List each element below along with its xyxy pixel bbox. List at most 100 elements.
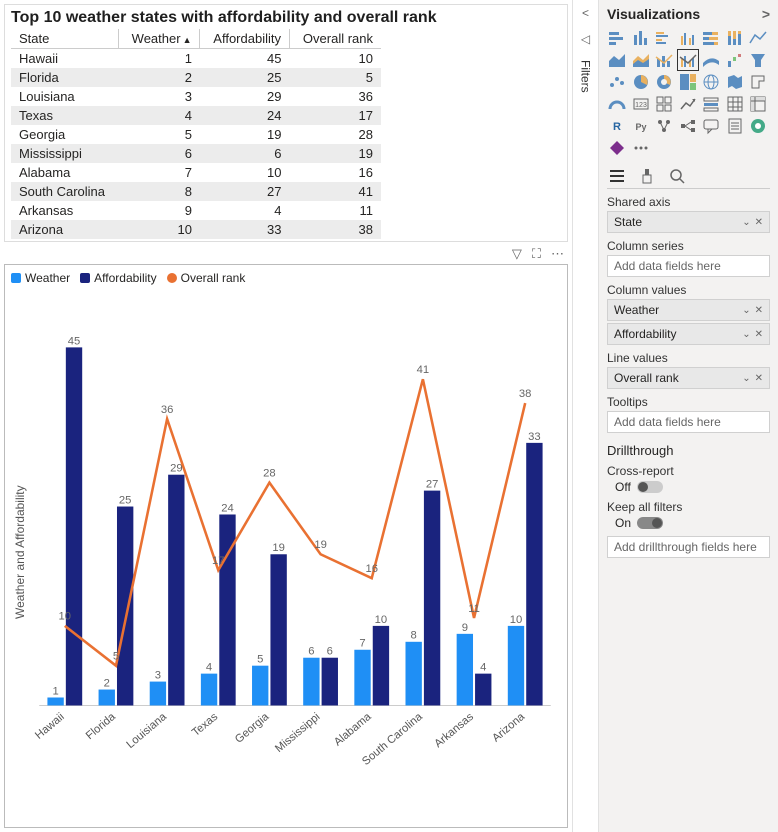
field-format-tabs <box>607 164 770 189</box>
pie-icon[interactable] <box>631 72 651 92</box>
keep-filters-label: Keep all filters <box>607 500 770 514</box>
table-row[interactable]: Mississippi6619 <box>11 144 381 163</box>
table-row[interactable]: Alabama71016 <box>11 163 381 182</box>
clustered-bar-icon[interactable] <box>654 28 674 48</box>
filled-map-icon[interactable] <box>725 72 745 92</box>
column-values-well-affordability[interactable]: Affordability ⌄✕ <box>607 323 770 345</box>
scatter-icon[interactable] <box>607 72 627 92</box>
paginated-icon[interactable] <box>725 116 745 136</box>
svg-text:10: 10 <box>510 614 523 626</box>
arcgis-icon[interactable] <box>748 116 768 136</box>
svg-text:19: 19 <box>314 539 327 551</box>
sort-asc-icon: ▲ <box>183 35 192 45</box>
svg-text:10: 10 <box>375 614 388 626</box>
legend-overall[interactable]: Overall rank <box>167 271 246 285</box>
col-overall[interactable]: Overall rank <box>289 29 381 49</box>
filter-icon[interactable]: ▽ <box>512 246 522 262</box>
table-row[interactable]: Arkansas9411 <box>11 201 381 220</box>
line-stacked-column-icon[interactable] <box>654 50 674 70</box>
table-row[interactable]: Arizona103338 <box>11 220 381 239</box>
clustered-column-icon[interactable] <box>678 28 698 48</box>
svg-text:Mississippi: Mississippi <box>273 711 322 755</box>
expand-panel-icon[interactable]: > <box>762 6 770 22</box>
remove-icon[interactable]: ✕ <box>755 329 763 340</box>
slicer-icon[interactable] <box>701 94 721 114</box>
remove-icon[interactable]: ✕ <box>755 373 763 384</box>
chevron-down-icon[interactable]: ⌄ <box>742 329 750 340</box>
line-clustered-column-icon[interactable] <box>678 50 698 70</box>
svg-text:5: 5 <box>113 651 119 663</box>
table-row[interactable]: Texas42417 <box>11 106 381 125</box>
col-weather[interactable]: Weather▲ <box>119 29 200 49</box>
python-visual-icon[interactable]: Py <box>631 116 651 136</box>
matrix-icon[interactable] <box>748 94 768 114</box>
chevron-down-icon[interactable]: ⌄ <box>742 305 750 316</box>
line-values-well[interactable]: Overall rank ⌄✕ <box>607 367 770 389</box>
svg-text:R: R <box>613 121 621 133</box>
table-icon[interactable] <box>725 94 745 114</box>
legend-weather[interactable]: Weather <box>11 271 70 285</box>
table-row[interactable]: Hawaii14510 <box>11 49 381 69</box>
stacked-column-icon[interactable] <box>631 28 651 48</box>
table-row[interactable]: Georgia51928 <box>11 125 381 144</box>
map-icon[interactable] <box>701 72 721 92</box>
ribbon-icon[interactable] <box>701 50 721 70</box>
decomposition-icon[interactable] <box>678 116 698 136</box>
funnel-icon[interactable] <box>748 50 768 70</box>
svg-text:11: 11 <box>468 603 480 615</box>
table-row[interactable]: Louisiana32936 <box>11 87 381 106</box>
filters-collapse-icon[interactable]: ◁ <box>581 32 590 46</box>
table-visual[interactable]: Top 10 weather states with affordability… <box>4 4 568 242</box>
stacked-area-icon[interactable] <box>631 50 651 70</box>
filters-label[interactable]: Filters <box>579 60 593 93</box>
fields-tab-icon[interactable] <box>609 168 625 184</box>
collapse-panels-icon[interactable]: < <box>582 6 589 20</box>
remove-icon[interactable]: ✕ <box>755 217 763 228</box>
drillthrough-title: Drillthrough <box>607 443 770 458</box>
svg-text:41: 41 <box>417 364 430 376</box>
treemap-icon[interactable] <box>678 72 698 92</box>
tooltips-well[interactable]: Add data fields here <box>607 411 770 433</box>
stacked100-bar-icon[interactable] <box>701 28 721 48</box>
legend-affordability[interactable]: Affordability <box>80 271 156 285</box>
keep-filters-toggle[interactable] <box>637 517 663 529</box>
cross-report-toggle[interactable] <box>637 481 663 493</box>
chevron-down-icon[interactable]: ⌄ <box>742 217 750 228</box>
panel-title: Visualizations <box>607 6 700 22</box>
r-visual-icon[interactable]: R <box>607 116 627 136</box>
line-icon[interactable] <box>748 28 768 48</box>
col-state[interactable]: State <box>11 29 119 49</box>
kpi-icon[interactable] <box>678 94 698 114</box>
col-affordability[interactable]: Affordability <box>200 29 290 49</box>
donut-icon[interactable] <box>654 72 674 92</box>
analytics-tab-icon[interactable] <box>669 168 685 184</box>
focus-icon[interactable]: ⛶ <box>532 246 541 262</box>
gauge-icon[interactable] <box>607 94 627 114</box>
stacked-bar-icon[interactable] <box>607 28 627 48</box>
qa-visual-icon[interactable] <box>701 116 721 136</box>
powerapps-icon[interactable] <box>607 138 627 158</box>
chevron-down-icon[interactable]: ⌄ <box>742 373 750 384</box>
shared-axis-well[interactable]: State ⌄✕ <box>607 211 770 233</box>
shape-map-icon[interactable] <box>748 72 768 92</box>
format-tab-icon[interactable] <box>639 168 655 184</box>
table-row[interactable]: Florida2255 <box>11 68 381 87</box>
column-values-well-weather[interactable]: Weather ⌄✕ <box>607 299 770 321</box>
more-icon[interactable]: ⋯ <box>551 246 564 262</box>
column-series-well[interactable]: Add data fields here <box>607 255 770 277</box>
area-icon[interactable] <box>607 50 627 70</box>
stacked100-column-icon[interactable] <box>725 28 745 48</box>
remove-icon[interactable]: ✕ <box>755 305 763 316</box>
table-row[interactable]: South Carolina82741 <box>11 182 381 201</box>
drillthrough-well[interactable]: Add drillthrough fields here <box>607 536 770 558</box>
svg-text:25: 25 <box>119 494 132 506</box>
more-visuals-icon[interactable] <box>631 138 651 158</box>
card-icon[interactable]: 123 <box>631 94 651 114</box>
combo-chart-visual[interactable]: Weather Affordability Overall rank Weath… <box>4 264 568 828</box>
svg-text:Arizona: Arizona <box>490 710 528 744</box>
collapse-strip: < ◁ Filters <box>572 0 598 832</box>
svg-text:33: 33 <box>528 431 541 443</box>
multi-card-icon[interactable] <box>654 94 674 114</box>
waterfall-icon[interactable] <box>725 50 745 70</box>
key-influencers-icon[interactable] <box>654 116 674 136</box>
